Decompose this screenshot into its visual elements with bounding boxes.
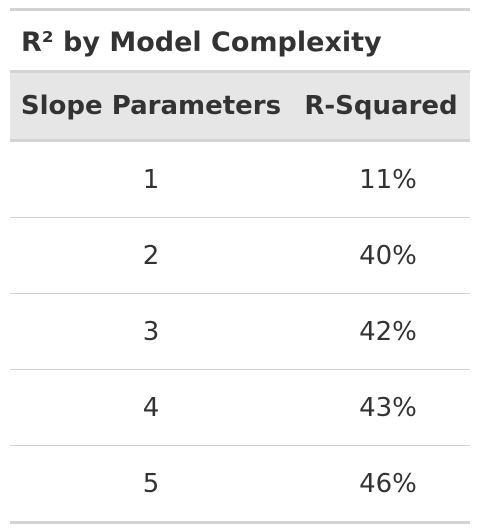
cell-r-squared: 42%	[292, 293, 470, 370]
cell-r-squared: 46%	[292, 445, 470, 524]
column-header-r-squared: R-Squared	[292, 73, 470, 142]
table-row: 3 42%	[10, 293, 470, 370]
cell-r-squared: 43%	[292, 369, 470, 446]
table-row: 5 46%	[10, 445, 470, 524]
table-row: 1 11%	[10, 140, 470, 218]
cell-r-squared: 11%	[292, 140, 470, 218]
table-row: 2 40%	[10, 217, 470, 294]
cell-slope-parameters: 4	[10, 369, 292, 446]
cell-slope-parameters: 2	[10, 217, 292, 294]
table-row: 4 43%	[10, 369, 470, 446]
table-title: R² by Model Complexity	[10, 11, 470, 73]
table-container: R² by Model Complexity Slope Parameters …	[10, 8, 470, 524]
cell-slope-parameters: 3	[10, 293, 292, 370]
header-row: Slope Parameters R-Squared	[10, 73, 470, 142]
top-rule	[10, 8, 470, 11]
cell-slope-parameters: 1	[10, 140, 292, 218]
data-table: Slope Parameters R-Squared 1 11% 2 40% 3…	[10, 73, 470, 524]
cell-slope-parameters: 5	[10, 445, 292, 524]
cell-r-squared: 40%	[292, 217, 470, 294]
column-header-slope-parameters: Slope Parameters	[10, 73, 292, 142]
